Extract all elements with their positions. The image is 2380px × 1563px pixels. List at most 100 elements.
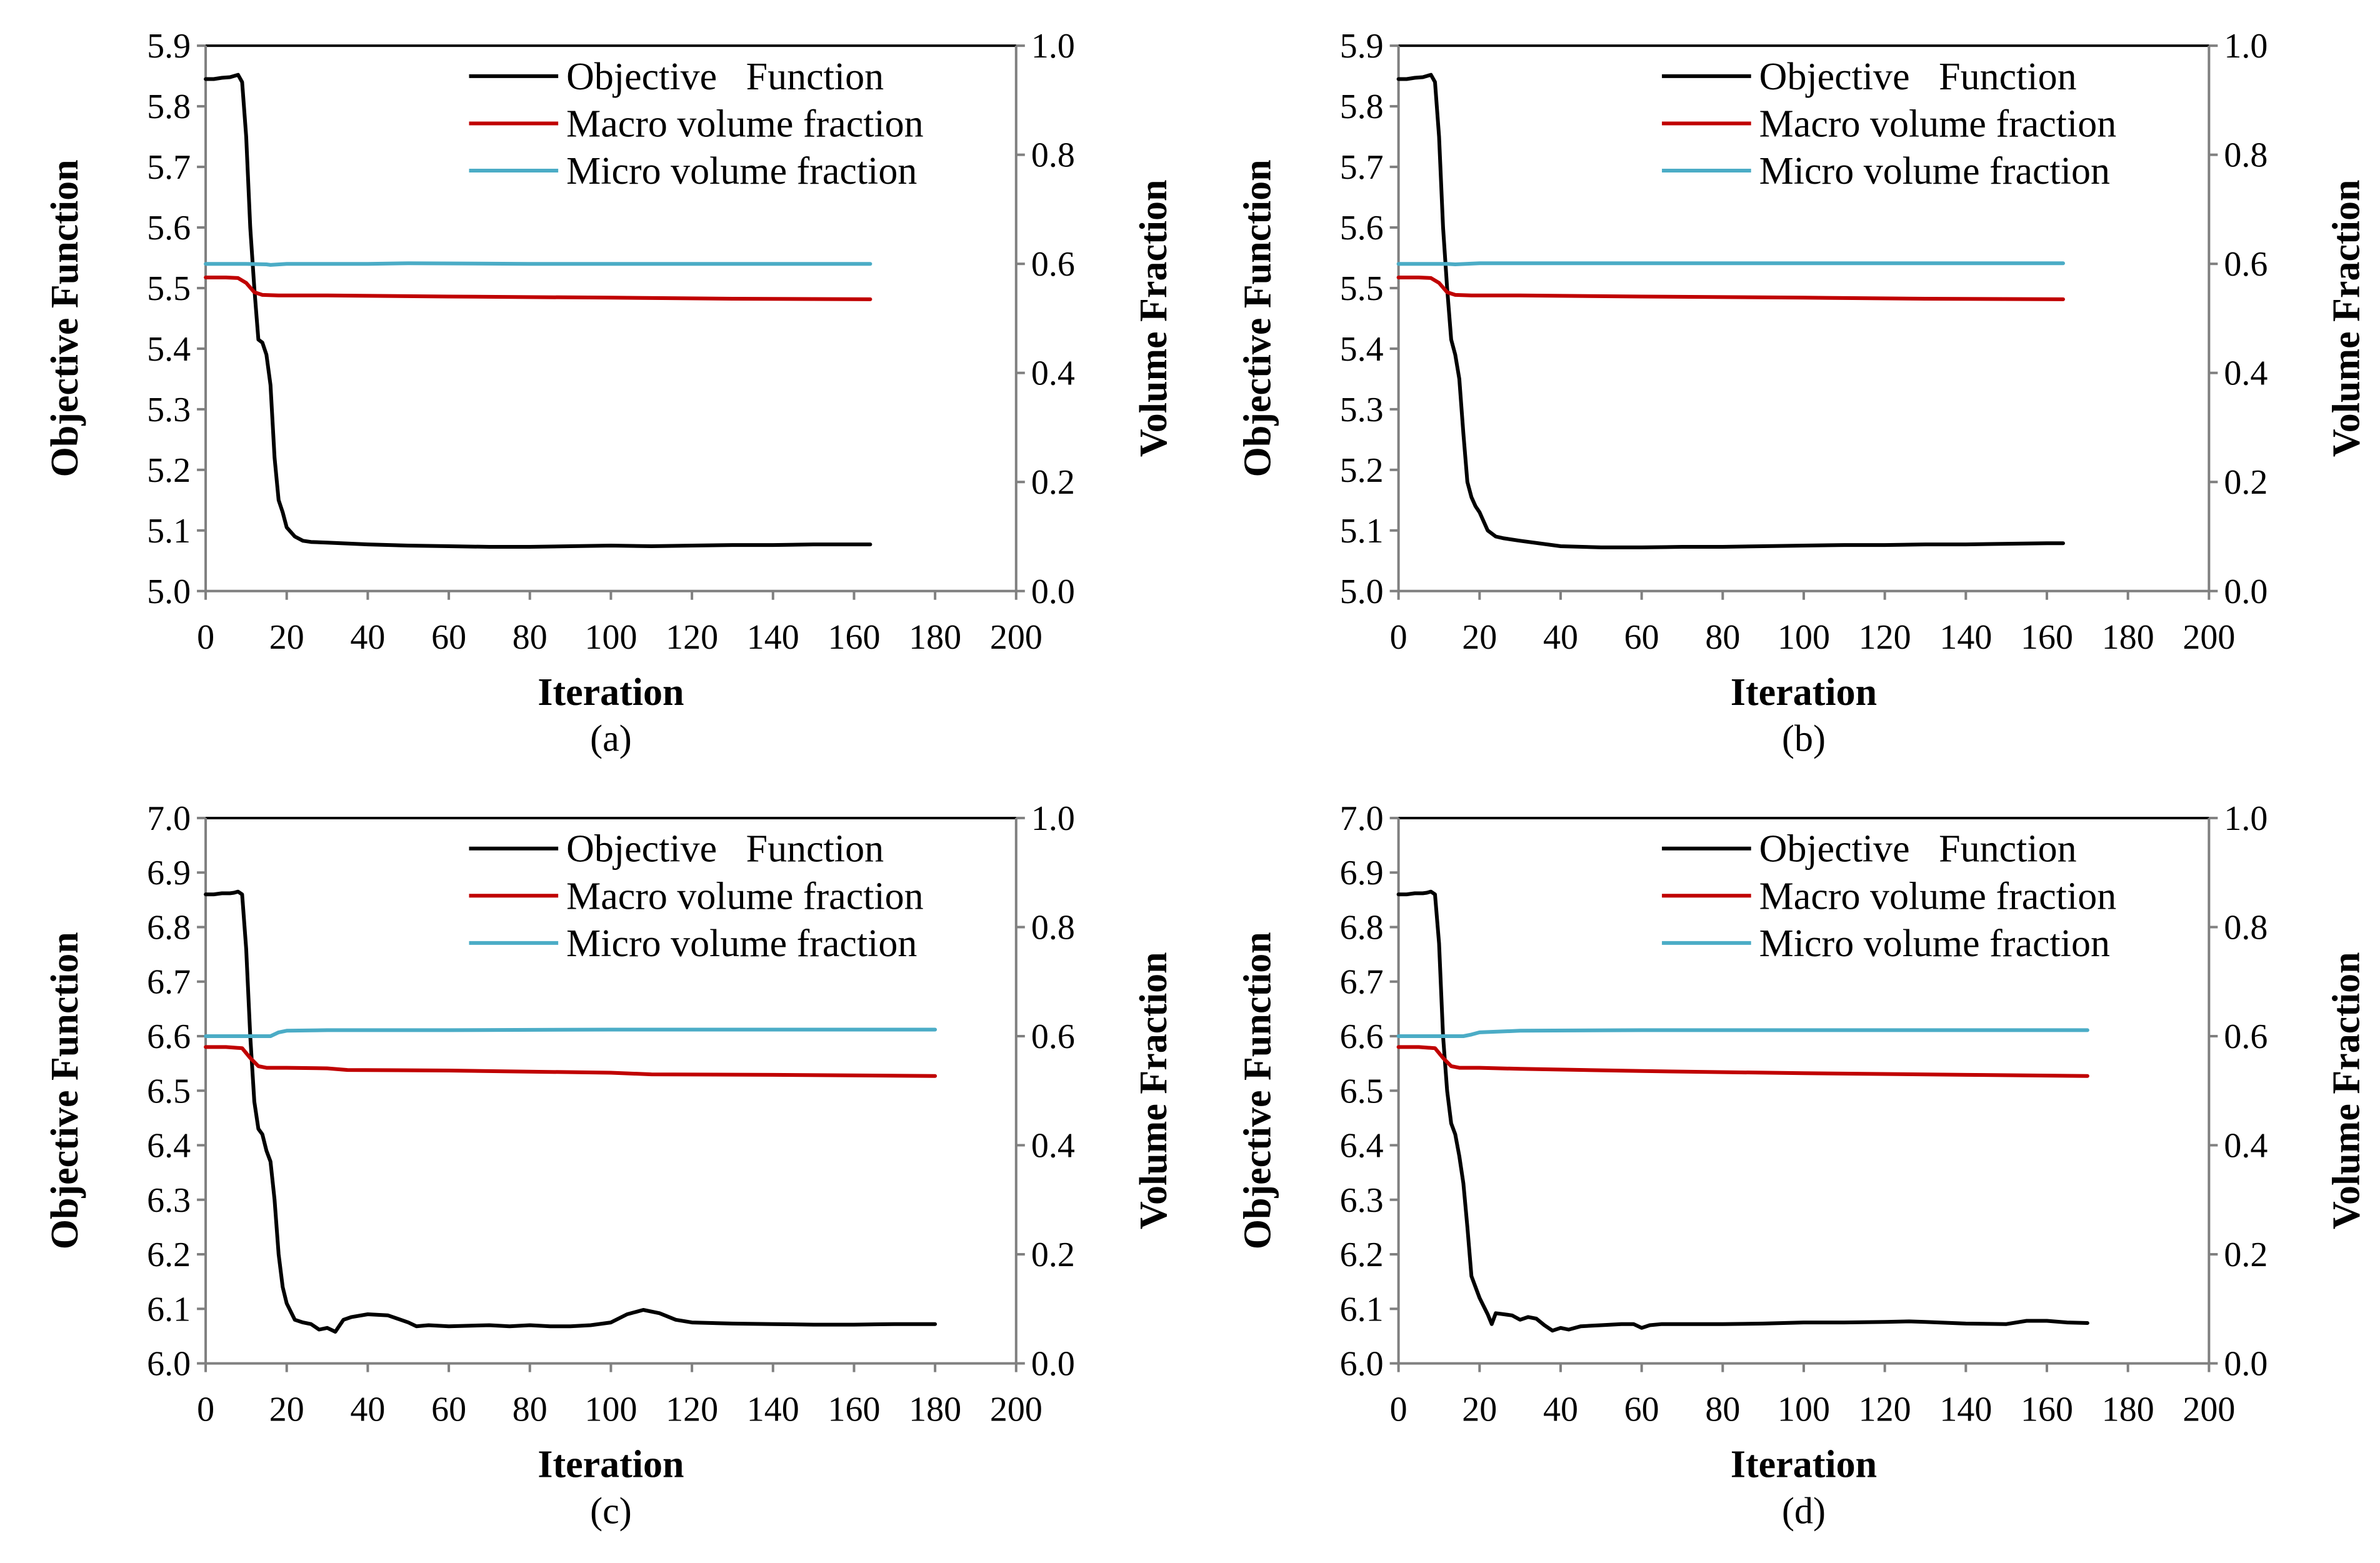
y2-axis-label: Volume Fraction [1132, 180, 1175, 457]
x-axis-label: Iteration [538, 671, 684, 714]
x-tick-label: 180 [909, 618, 961, 657]
y-axis-label: Objective Function [1237, 932, 1279, 1249]
y2-tick-label: 0.4 [1031, 354, 1075, 393]
y-tick-label: 6.3 [147, 1181, 191, 1220]
y2-tick-label: 0.4 [2224, 1127, 2268, 1166]
x-tick-label: 40 [1543, 1391, 1578, 1429]
legend-entry: Macro volume fraction [566, 875, 924, 917]
y-tick-label: 5.4 [147, 330, 191, 369]
x-tick-label: 200 [2182, 618, 2235, 657]
series-line-0 [204, 889, 938, 1334]
series-line-2 [204, 261, 872, 267]
series-line-1 [1396, 1045, 2089, 1078]
y2-tick-label: 0.8 [2224, 136, 2268, 175]
x-tick-label: 20 [1462, 618, 1497, 657]
y-tick-label: 5.2 [1340, 451, 1384, 490]
y-tick-label: 6.2 [1340, 1236, 1384, 1274]
y2-tick-label: 0.8 [2224, 908, 2268, 947]
x-tick-label: 160 [2021, 618, 2073, 657]
y-tick-label: 6.1 [147, 1290, 191, 1329]
x-tick-label: 0 [197, 618, 214, 657]
chart-caption: (c) [590, 1491, 632, 1532]
y2-tick-label: 0.6 [2224, 1017, 2268, 1056]
x-tick-label: 200 [990, 618, 1042, 657]
x-tick-label: 40 [350, 1391, 385, 1429]
x-axis-label: Iteration [1731, 1444, 1877, 1486]
y2-tick-label: 0.6 [1031, 245, 1075, 284]
x-tick-label: 20 [269, 1391, 304, 1429]
legend-entry: Micro volume fraction [1759, 150, 2110, 192]
x-tick-label: 180 [2102, 618, 2154, 657]
y2-tick-label: 0.2 [1031, 1236, 1075, 1274]
y-tick-label: 5.9 [147, 27, 191, 66]
y-tick-label: 6.3 [1340, 1181, 1384, 1220]
y2-tick-label: 0.4 [2224, 354, 2268, 393]
x-tick-label: 60 [1624, 618, 1659, 657]
x-tick-label: 180 [2102, 1391, 2154, 1429]
y-tick-label: 5.7 [1340, 148, 1384, 187]
y2-tick-label: 0.2 [1031, 463, 1075, 502]
x-tick-label: 60 [431, 1391, 466, 1429]
x-tick-label: 60 [431, 618, 466, 657]
y-tick-label: 5.5 [1340, 269, 1384, 308]
y-axis-label: Objective Function [44, 159, 86, 477]
x-tick-label: 120 [666, 618, 718, 657]
x-tick-label: 180 [909, 1391, 961, 1429]
y-tick-label: 6.9 [1340, 854, 1384, 892]
x-tick-label: 120 [1859, 618, 1911, 657]
y-tick-label: 6.7 [147, 963, 191, 1002]
y-tick-label: 6.0 [147, 1345, 191, 1384]
x-tick-label: 200 [2182, 1391, 2235, 1429]
legend-entry: Macro volume fraction [1759, 875, 2117, 917]
y2-tick-label: 0.8 [1031, 908, 1075, 947]
x-tick-label: 80 [1705, 618, 1740, 657]
y-tick-label: 6.4 [147, 1127, 191, 1166]
y-tick-label: 5.3 [147, 391, 191, 429]
x-tick-label: 140 [747, 1391, 799, 1429]
y-tick-label: 7.0 [147, 799, 191, 838]
x-tick-label: 80 [1705, 1391, 1740, 1429]
y-tick-label: 5.1 [1340, 512, 1384, 551]
y2-tick-label: 0.0 [2224, 572, 2268, 611]
legend-entry: Objective Function [1759, 828, 2077, 871]
y2-tick-label: 0.4 [1031, 1127, 1075, 1166]
x-tick-label: 160 [2021, 1391, 2073, 1429]
y-tick-label: 5.8 [147, 87, 191, 126]
series-line-2 [1396, 1028, 2089, 1038]
y-tick-label: 6.8 [1340, 908, 1384, 947]
y-tick-label: 6.6 [147, 1017, 191, 1056]
x-tick-label: 20 [269, 618, 304, 657]
y-tick-label: 6.5 [147, 1072, 191, 1111]
y-tick-label: 6.7 [1340, 963, 1384, 1002]
x-tick-label: 20 [1462, 1391, 1497, 1429]
legend-entry: Micro volume fraction [566, 150, 917, 192]
y2-tick-label: 0.6 [2224, 245, 2268, 284]
y2-axis-label: Volume Fraction [2325, 952, 2368, 1229]
x-tick-label: 140 [747, 618, 799, 657]
chart-panel-c: 6.0 6.1 6.2 6.3 6.4 6.5 6.6 6.7 6.8 6.9 7.0 0.0 0.2 0… [44, 799, 1175, 1532]
y-tick-label: 7.0 [1340, 799, 1384, 838]
y-tick-label: 6.4 [1340, 1127, 1384, 1166]
series-line-2 [204, 1027, 938, 1038]
y-tick-label: 6.2 [147, 1236, 191, 1274]
y-tick-label: 6.1 [1340, 1290, 1384, 1329]
legend-entry: Macro volume fraction [566, 102, 924, 145]
y-tick-label: 5.9 [1340, 27, 1384, 66]
x-tick-label: 100 [1778, 1391, 1830, 1429]
chart-panel-d: 6.0 6.1 6.2 6.3 6.4 6.5 6.6 6.7 6.8 6.9 7.0 0.0 0.2 0… [1237, 799, 2368, 1532]
y-tick-label: 5.1 [147, 512, 191, 551]
y-tick-label: 5.5 [147, 269, 191, 308]
y-tick-label: 5.4 [1340, 330, 1384, 369]
series-line-0 [1396, 72, 2065, 549]
x-tick-label: 40 [1543, 618, 1578, 657]
chart-caption: (d) [1782, 1491, 1826, 1532]
y-tick-label: 6.6 [1340, 1017, 1384, 1056]
legend-entry: Micro volume fraction [566, 922, 917, 965]
y2-tick-label: 1.0 [2224, 799, 2268, 838]
y-axis-label: Objective Function [1237, 159, 1279, 477]
chart-panel-a: 5.0 5.1 5.2 5.3 5.4 5.5 5.6 5.7 5.8 5.9 0.0 0.2 0.4 0… [44, 27, 1175, 759]
y-tick-label: 5.6 [147, 209, 191, 247]
chart-panel-b: 5.0 5.1 5.2 5.3 5.4 5.5 5.6 5.7 5.8 5.9 0.0 0.2 0.4 0… [1237, 27, 2368, 759]
y2-axis-label: Volume Fraction [1132, 952, 1175, 1229]
